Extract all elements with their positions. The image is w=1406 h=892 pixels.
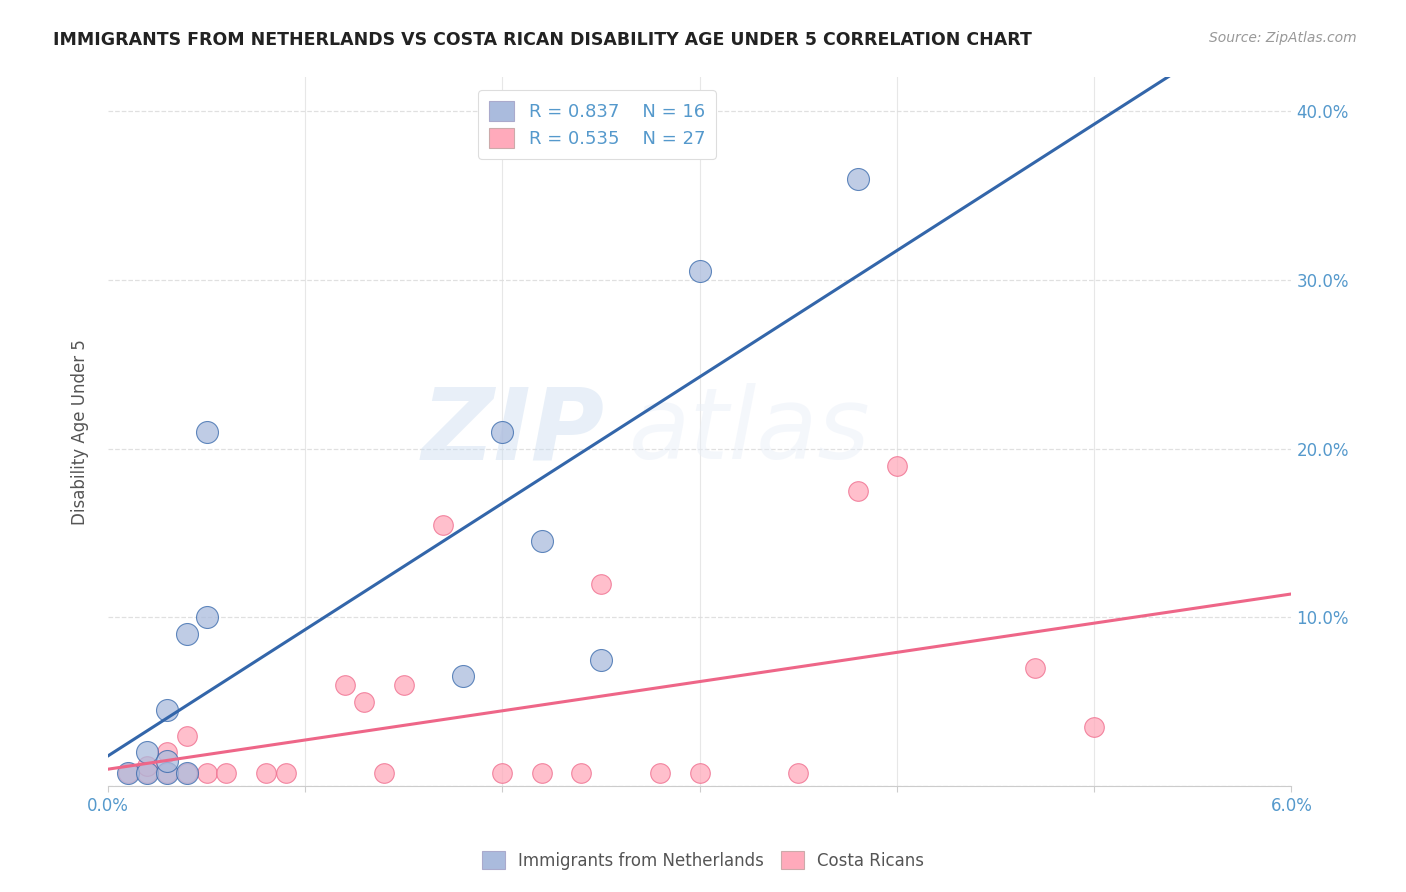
- Point: [176, 765, 198, 780]
- Point: [176, 627, 198, 641]
- Point: [530, 765, 553, 780]
- Point: [491, 765, 513, 780]
- Point: [432, 517, 454, 532]
- Point: [136, 765, 159, 780]
- Point: [156, 765, 179, 780]
- Text: IMMIGRANTS FROM NETHERLANDS VS COSTA RICAN DISABILITY AGE UNDER 5 CORRELATION CH: IMMIGRANTS FROM NETHERLANDS VS COSTA RIC…: [53, 31, 1032, 49]
- Text: Source: ZipAtlas.com: Source: ZipAtlas.com: [1209, 31, 1357, 45]
- Point: [254, 765, 277, 780]
- Point: [195, 610, 218, 624]
- Point: [392, 678, 415, 692]
- Point: [136, 765, 159, 780]
- Point: [156, 745, 179, 759]
- Point: [176, 729, 198, 743]
- Point: [117, 765, 139, 780]
- Text: ZIP: ZIP: [422, 384, 605, 480]
- Point: [373, 765, 395, 780]
- Point: [195, 765, 218, 780]
- Y-axis label: Disability Age Under 5: Disability Age Under 5: [72, 339, 89, 524]
- Point: [569, 765, 592, 780]
- Legend: Immigrants from Netherlands, Costa Ricans: Immigrants from Netherlands, Costa Rican…: [475, 845, 931, 877]
- Point: [136, 759, 159, 773]
- Point: [846, 171, 869, 186]
- Point: [591, 576, 613, 591]
- Point: [156, 765, 179, 780]
- Point: [787, 765, 810, 780]
- Point: [1083, 720, 1105, 734]
- Point: [156, 754, 179, 768]
- Point: [274, 765, 297, 780]
- Point: [689, 765, 711, 780]
- Point: [591, 652, 613, 666]
- Point: [195, 425, 218, 439]
- Point: [156, 703, 179, 717]
- Point: [333, 678, 356, 692]
- Point: [846, 483, 869, 498]
- Point: [215, 765, 238, 780]
- Point: [491, 425, 513, 439]
- Point: [1024, 661, 1046, 675]
- Point: [136, 745, 159, 759]
- Point: [176, 765, 198, 780]
- Point: [650, 765, 672, 780]
- Point: [530, 534, 553, 549]
- Point: [886, 458, 908, 473]
- Legend: R = 0.837    N = 16, R = 0.535    N = 27: R = 0.837 N = 16, R = 0.535 N = 27: [478, 90, 716, 159]
- Point: [353, 695, 375, 709]
- Text: atlas: atlas: [628, 384, 870, 480]
- Point: [451, 669, 474, 683]
- Point: [117, 765, 139, 780]
- Point: [689, 264, 711, 278]
